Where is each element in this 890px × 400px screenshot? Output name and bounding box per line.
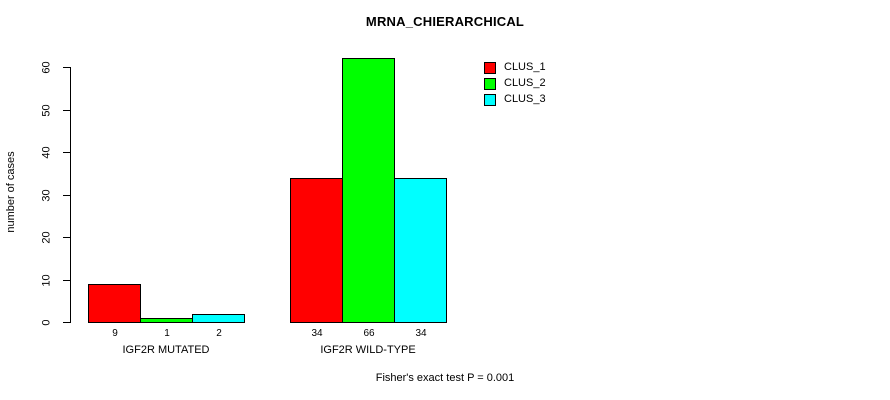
- y-axis-tick-label-20: 20: [40, 231, 53, 244]
- y-axis-tick-60: [63, 67, 70, 68]
- y-axis-tick-30: [63, 195, 70, 196]
- y-axis-tick-10: [63, 280, 70, 281]
- bar-value-mutated-clus1: 9: [112, 328, 118, 339]
- group-label-wildtype: IGF2R WILD-TYPE: [320, 344, 416, 356]
- y-axis-tick-label-60: 60: [40, 61, 53, 74]
- y-axis-tick-50: [63, 110, 70, 111]
- group-label-mutated: IGF2R MUTATED: [122, 344, 210, 356]
- chart-title: MRNA_CHIERARCHICAL: [365, 14, 525, 29]
- legend-swatch-clus2: [484, 78, 496, 90]
- y-axis-tick-20: [63, 237, 70, 238]
- legend-label-clus1: CLUS_1: [504, 61, 546, 73]
- bar-value-wildtype-clus2: 66: [363, 328, 375, 339]
- bar-mutated-clus3: [192, 314, 245, 323]
- legend-label-clus3: CLUS_3: [504, 93, 546, 105]
- y-axis-title: number of cases: [5, 151, 17, 233]
- legend-swatch-clus3: [484, 94, 496, 106]
- bar-wildtype-clus3: [394, 178, 447, 323]
- legend-label-clus2: CLUS_2: [504, 77, 546, 89]
- y-axis-tick-0: [63, 322, 70, 323]
- y-axis-tick-label-50: 50: [40, 104, 53, 117]
- bar-wildtype-clus1: [290, 178, 343, 323]
- y-axis-line: [70, 67, 71, 323]
- bar-mutated-clus2: [140, 318, 193, 323]
- y-axis-tick-label-0: 0: [40, 319, 53, 326]
- bar-value-wildtype-clus1: 34: [311, 328, 323, 339]
- bar-mutated-clus1: [88, 284, 141, 323]
- y-axis-tick-label-40: 40: [40, 146, 53, 159]
- legend-swatch-clus1: [484, 62, 496, 74]
- y-axis-tick-label-30: 30: [40, 189, 53, 202]
- bar-value-mutated-clus2: 1: [164, 328, 170, 339]
- bar-value-wildtype-clus3: 34: [415, 328, 427, 339]
- bar-value-mutated-clus3: 2: [216, 328, 222, 339]
- statistical-test-annotation: Fisher's exact test P = 0.001: [375, 372, 515, 384]
- y-axis-tick-label-10: 10: [40, 274, 53, 287]
- bar-wildtype-clus2: [342, 58, 395, 323]
- y-axis-tick-40: [63, 152, 70, 153]
